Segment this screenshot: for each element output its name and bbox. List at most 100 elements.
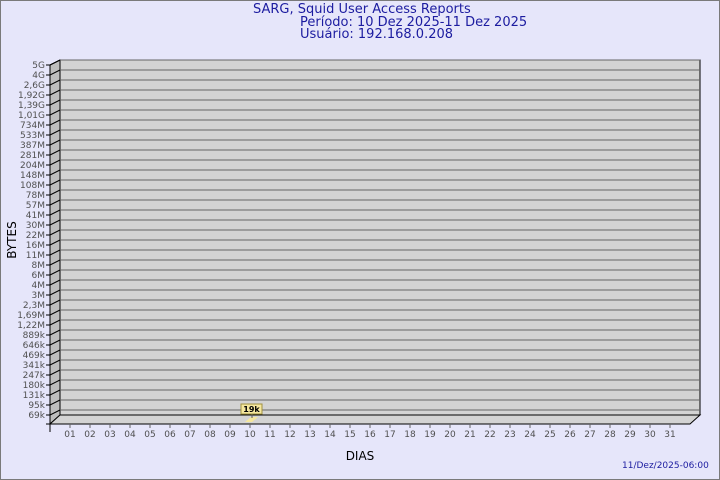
chart-user: Usuário: 192.168.0.208 [300,27,454,42]
y-tick-slant [49,139,61,146]
x-tick-label: 31 [664,430,675,440]
y-tick-slant [49,259,61,266]
bar-label-box [240,403,263,415]
y-tick-label: 889k [23,331,46,341]
y-tick-label: 108M [20,181,45,191]
y-tick-slant [49,339,61,346]
y-tick-label: 3M [32,291,46,301]
x-tick-label: 17 [384,430,395,440]
x-tick-label: 04 [124,430,136,440]
y-tick-label: 8M [32,261,46,271]
y-tick-label: 78M [26,191,45,201]
y-tick-slant [49,99,61,106]
y-tick-slant [49,269,61,276]
y-tick-slant [49,329,61,336]
y-tick-label: 22M [26,231,45,241]
y-axis-label: BYTES [5,221,19,258]
x-tick-label: 21 [464,430,475,440]
y-tick-label: 131k [23,391,46,401]
y-tick-label: 469k [23,351,46,361]
y-tick-slant [49,289,61,296]
x-tick-label: 23 [504,430,515,440]
y-tick-slant [49,389,61,396]
y-tick-slant [49,149,61,156]
y-tick-slant [49,229,61,236]
y-tick-slant [49,129,61,136]
footer-timestamp: 11/Dez/2025-06:00 [622,461,709,471]
y-tick-label: 4M [32,281,46,291]
y-tick-label: 1,92G [18,91,45,101]
y-tick-slant [49,219,61,226]
x-tick-label: 09 [224,430,236,440]
y-tick-label: 95k [28,401,45,411]
chart-period: Período: 10 Dez 2025-11 Dez 2025 [300,15,528,30]
y-tick-slant [49,309,61,316]
y-tick-label: 204M [20,161,45,171]
y-tick-label: 4G [32,71,45,81]
y-tick-label: 1,01G [18,111,45,121]
x-tick-label: 28 [604,430,616,440]
y-tick-slant [49,69,61,76]
y-tick-label: 6M [32,271,46,281]
x-tick-label: 15 [344,430,355,440]
y-tick-slant [49,119,61,126]
x-tick-label: 12 [284,430,295,440]
y-tick-slant [49,279,61,286]
y-tick-label: 11M [26,251,45,261]
y-tick-slant [49,189,61,196]
bar [245,417,258,422]
bar-data-label: 19k [243,405,260,414]
chart-title: SARG, Squid User Access Reports [253,2,471,17]
x-tick-label: 02 [84,430,95,440]
y-tick-slant [49,179,61,186]
y-tick-label: 734M [20,121,45,131]
y-tick-label: 180k [23,381,46,391]
y-tick-label: 341k [23,361,46,371]
y-tick-slant [49,59,61,66]
y-tick-slant [49,249,61,256]
y-tick-label: 281M [20,151,45,161]
y-tick-slant [49,79,61,86]
x-tick-label: 27 [584,430,595,440]
y-tick-slant [49,239,61,246]
y-tick-slant [49,399,61,406]
y-tick-label: 30M [26,221,45,231]
x-tick-label: 11 [264,430,275,440]
y-tick-label: 41M [26,211,45,221]
x-tick-label: 18 [404,430,416,440]
y-tick-slant [49,109,61,116]
x-tick-label: 03 [104,430,115,440]
back-wall [59,59,701,416]
x-tick-label: 29 [624,430,636,440]
y-tick-label: 533M [20,131,45,141]
x-tick-label: 20 [444,430,456,440]
y-tick-label: 2,3M [23,301,45,311]
y-tick-slant [49,299,61,306]
y-tick-slant [49,169,61,176]
y-tick-label: 57M [26,201,45,211]
y-tick-slant [49,409,61,416]
x-tick-label: 25 [544,430,555,440]
y-tick-label: 1,39G [18,101,45,111]
y-tick-label: 1,22M [17,321,45,331]
x-tick-label: 24 [524,430,536,440]
y-tick-slant [49,319,61,326]
y-tick-label: 646k [23,341,46,351]
x-tick-label: 07 [184,430,195,440]
x-tick-label: 26 [564,430,576,440]
y-tick-slant [49,199,61,206]
y-tick-slant [49,349,61,356]
x-tick-label: 05 [144,430,155,440]
x-tick-label: 19 [424,430,436,440]
x-tick-label: 16 [364,430,376,440]
x-tick-label: 13 [304,430,315,440]
y-tick-label: 16M [26,241,45,251]
y-tick-label: 148M [20,171,45,181]
y-tick-label: 1,69M [17,311,45,321]
x-axis-label: DIAS [346,449,375,463]
x-tick-label: 10 [244,430,256,440]
y-tick-slant [49,209,61,216]
y-tick-label: 247k [23,371,46,381]
y-tick-slant [49,379,61,386]
